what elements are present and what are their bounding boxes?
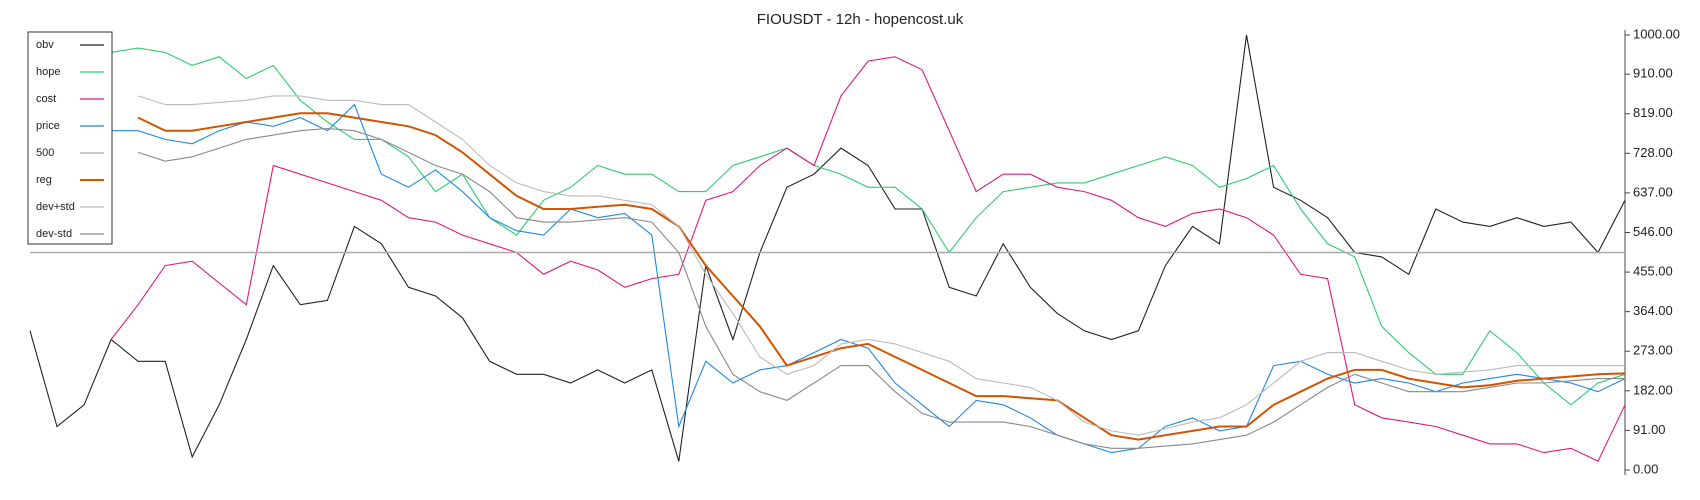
- legend-label: price: [36, 120, 60, 132]
- y-tick-label: 910.00: [1633, 66, 1673, 81]
- y-tick-label: 546.00: [1633, 224, 1673, 239]
- chart-title: FIOUSDT - 12h - hopencost.uk: [757, 11, 964, 28]
- series-line: [137, 112, 1626, 441]
- y-tick-label: 0.00: [1633, 461, 1658, 476]
- series-line: [29, 34, 1626, 462]
- legend-label: dev+std: [36, 201, 75, 213]
- y-tick-label: 182.00: [1633, 382, 1673, 397]
- series-line: [137, 95, 1625, 436]
- y-tick-label: 364.00: [1633, 303, 1673, 318]
- series-line: [111, 103, 1626, 454]
- y-tick-label: 728.00: [1633, 145, 1673, 160]
- y-tick-label: 455.00: [1633, 264, 1673, 279]
- legend-label: dev-std: [36, 228, 72, 240]
- y-tick-label: 273.00: [1633, 343, 1673, 358]
- legend-label: cost: [36, 93, 56, 105]
- y-tick-label: 637.00: [1633, 184, 1673, 199]
- legend-label: reg: [36, 174, 52, 186]
- legend-label: 500: [36, 147, 54, 159]
- y-tick-label: 819.00: [1633, 105, 1673, 120]
- legend-label: hope: [36, 66, 60, 78]
- series-line: [110, 56, 1626, 463]
- y-tick-label: 91.00: [1633, 422, 1666, 437]
- legend: obv hope cost price 500 reg dev+std dev-std: [27, 31, 113, 245]
- legend-box: [27, 31, 113, 245]
- series-line: [137, 127, 1625, 449]
- y-tick-label: 1000.00: [1633, 26, 1680, 41]
- legend-label: obv: [36, 39, 54, 51]
- series-line: [111, 47, 1626, 406]
